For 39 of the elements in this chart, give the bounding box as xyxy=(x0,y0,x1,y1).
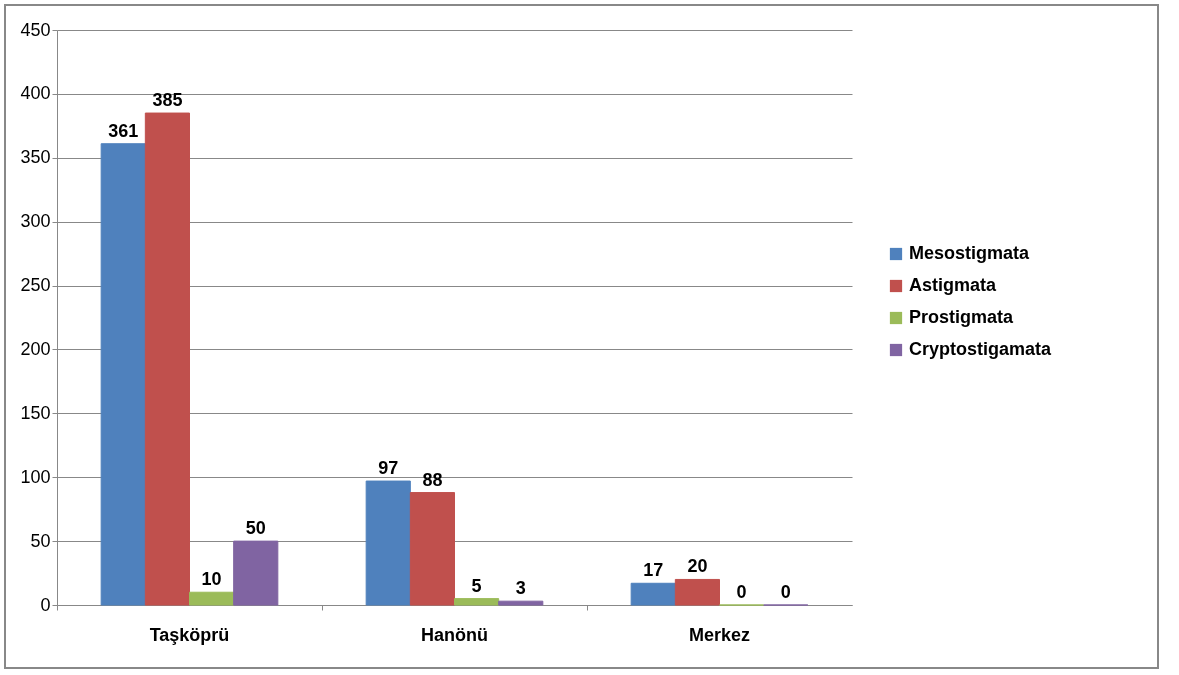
x-tick-label: Taşköprü xyxy=(149,624,230,645)
y-tick-label: 400 xyxy=(20,83,51,104)
y-tick-label: 100 xyxy=(20,466,51,487)
data-label: 5 xyxy=(471,575,482,596)
data-label: 0 xyxy=(736,582,747,602)
data-label: 17 xyxy=(643,560,664,581)
y-tick-label: 350 xyxy=(20,147,51,168)
y-tick-label: 150 xyxy=(20,402,51,423)
y-tick-label: 250 xyxy=(20,275,51,296)
y-tick-label: 50 xyxy=(30,530,51,551)
y-tick-label: 450 xyxy=(20,19,51,40)
bar xyxy=(498,600,544,606)
data-label: 50 xyxy=(245,518,266,539)
y-tick-label: 0 xyxy=(40,594,51,615)
data-label: 385 xyxy=(152,90,183,111)
legend-label: Prostigmata xyxy=(909,307,1015,327)
bar xyxy=(144,112,190,606)
bar xyxy=(674,578,720,606)
data-label: 0 xyxy=(780,582,791,602)
bar xyxy=(189,591,235,606)
data-label: 3 xyxy=(515,578,526,599)
bar xyxy=(233,540,279,606)
data-label: 88 xyxy=(422,469,443,490)
y-tick-label: 300 xyxy=(20,211,51,232)
bar xyxy=(630,582,676,606)
bar xyxy=(454,598,500,606)
x-tick-label: Hanönü xyxy=(421,624,488,645)
x-tick-label: Merkez xyxy=(688,624,751,645)
data-label: 361 xyxy=(108,120,139,141)
bar xyxy=(365,480,411,606)
data-label: 97 xyxy=(378,458,399,479)
data-label: 20 xyxy=(687,556,708,577)
legend-label: Cryptostigamata xyxy=(909,339,1053,359)
bar xyxy=(100,143,146,606)
bar xyxy=(409,492,455,606)
data-label: 10 xyxy=(201,569,222,590)
legend-label: Astigmata xyxy=(909,275,998,295)
legend-label: Mesostigmata xyxy=(909,243,1031,263)
y-tick-label: 200 xyxy=(20,338,51,359)
